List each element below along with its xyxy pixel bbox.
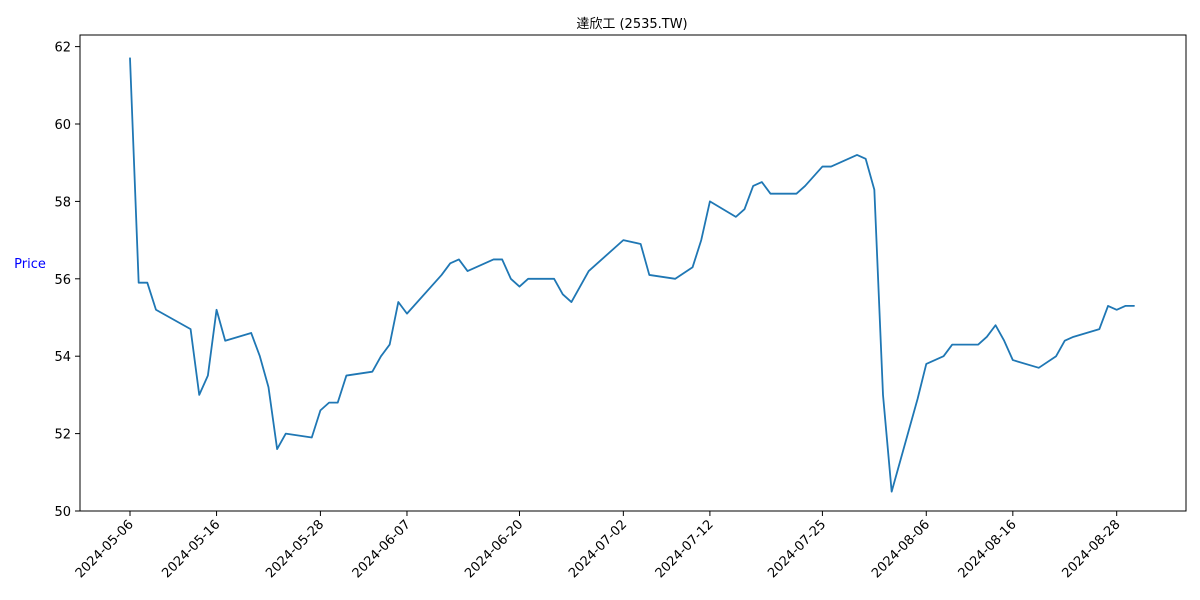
y-tick-label: 60	[54, 118, 71, 133]
x-tick-label: 2024-08-16	[956, 517, 1020, 581]
y-tick-label: 58	[54, 195, 71, 210]
y-tick-label: 62	[54, 41, 71, 56]
x-tick-label: 2024-06-20	[462, 517, 526, 581]
chart-title: 達欣工 (2535.TW)	[576, 17, 687, 32]
axes-frame	[79, 34, 1187, 512]
plot-area: 50 52 54 56 58 60 62 2024-05-06 2024-05-16 2024-0…	[54, 34, 1187, 581]
x-tick-label: 2024-05-28	[263, 517, 327, 581]
x-tick-label: 2024-05-16	[159, 517, 223, 581]
price-series-line	[129, 57, 1135, 493]
y-tick-label: 54	[54, 350, 71, 365]
x-tick-label: 2024-07-02	[566, 517, 630, 581]
x-tick-label: 2024-08-06	[869, 517, 933, 581]
x-tick-label: 2024-06-07	[350, 517, 414, 581]
y-tick-label: 56	[54, 273, 71, 288]
x-tick-label: 2024-05-06	[73, 517, 137, 581]
y-tick-label: 50	[54, 505, 71, 520]
x-tick-label: 2024-07-12	[653, 517, 717, 581]
x-tick-label: 2024-07-25	[765, 517, 829, 581]
y-tick-label: 52	[54, 428, 71, 443]
x-tick-label: 2024-08-28	[1059, 517, 1123, 581]
y-axis-label: Price	[14, 257, 46, 272]
